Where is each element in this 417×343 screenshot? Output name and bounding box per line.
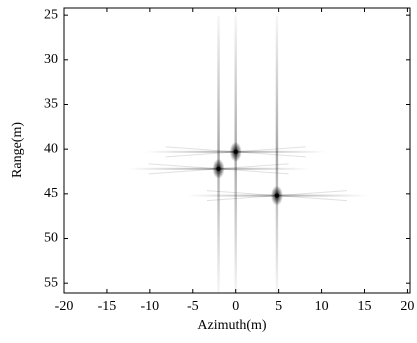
x-tick-label: 20 xyxy=(400,299,414,314)
range-sidelobe xyxy=(217,16,219,293)
y-tick-label: 30 xyxy=(44,52,58,67)
y-tick-label: 40 xyxy=(44,141,58,156)
x-tick-label: -5 xyxy=(187,299,199,314)
range-sidelobe xyxy=(276,16,278,293)
y-tick-label: 50 xyxy=(44,231,58,246)
y-tick-label: 35 xyxy=(44,97,58,112)
y-axis-label: Range(m) xyxy=(10,122,25,178)
x-tick-label: 0 xyxy=(232,299,239,314)
target-core xyxy=(234,150,238,154)
y-tick-label: 55 xyxy=(44,275,58,290)
x-tick-label: -15 xyxy=(98,299,117,314)
chart: Azimuth(m) Range(m) -20 -15 -10 -5 0 5 10 15 20 2… xyxy=(0,0,417,343)
target-core xyxy=(216,167,220,171)
y-tick-label: 45 xyxy=(44,186,58,201)
x-tick-label: -20 xyxy=(55,299,74,314)
x-axis-label: Azimuth(m) xyxy=(197,318,267,333)
target-core xyxy=(275,193,279,197)
x-tick-label: 5 xyxy=(275,299,282,314)
x-tick-label: -10 xyxy=(141,299,160,314)
x-tick-label: 10 xyxy=(315,299,329,314)
x-tick-label: 15 xyxy=(357,299,371,314)
y-tick-label: 25 xyxy=(44,7,58,22)
